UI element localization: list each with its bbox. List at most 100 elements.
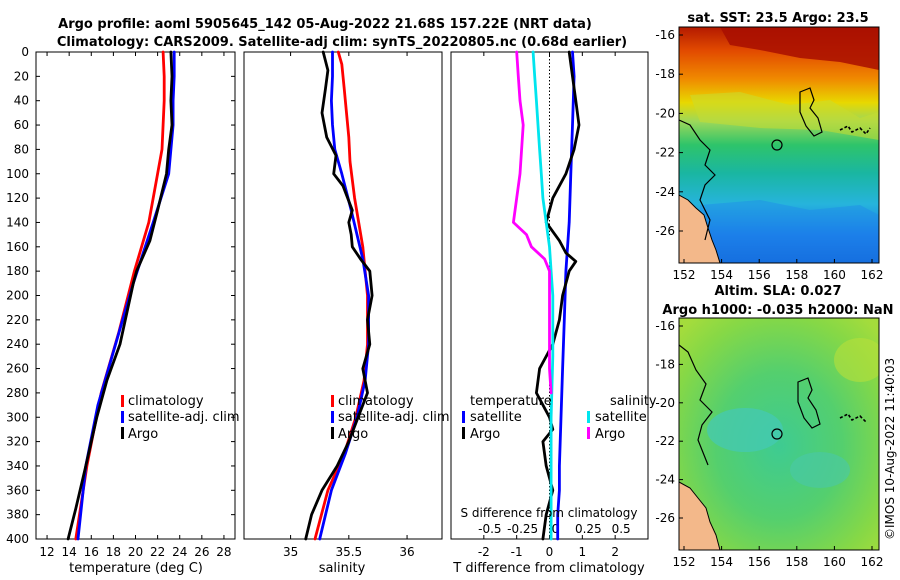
y-tick-label: 200 xyxy=(6,289,29,303)
map-x-tick-label: 152 xyxy=(673,268,696,282)
map-x-tick-label: 162 xyxy=(861,268,884,282)
series-line-t-argo xyxy=(535,50,581,541)
legend-label-argo: Argo xyxy=(128,427,158,442)
map-x-tick-label: 154 xyxy=(710,555,733,569)
legend-swatch-s-argo xyxy=(587,427,590,439)
legend-swatch-argo xyxy=(331,427,334,439)
sla-reef-contour xyxy=(797,377,821,429)
y-tick-label: 120 xyxy=(6,191,29,205)
difference-xlabel: T difference from climatology xyxy=(452,561,645,576)
legend-swatch-s-satellite xyxy=(587,411,590,423)
legend-swatch-satellite xyxy=(331,411,334,423)
sla-low-patch-2 xyxy=(790,452,850,488)
depth-tick-labels: 0 20 40 60 80 100 120 140 160 180 200 220 240 260 280 3… xyxy=(6,45,29,546)
y-tick-label: 320 xyxy=(6,435,29,449)
y-tick-label: 360 xyxy=(6,483,29,497)
series-line-argo xyxy=(66,50,174,541)
map-y-tick-label: -24 xyxy=(655,185,675,199)
legend-label-s-argo: Argo xyxy=(595,427,625,442)
x-tick-label: 35 xyxy=(283,545,298,559)
y-tick-label: 60 xyxy=(14,118,29,132)
sla-map-title-line2: Argo h1000: -0.035 h2000: NaN xyxy=(662,303,893,318)
difference-legend-salinity: salinity satellite Argo xyxy=(587,394,657,442)
sla-map xyxy=(679,318,879,550)
y-tick-label: 280 xyxy=(6,386,29,400)
sla-ridge-contour xyxy=(839,412,867,423)
y-tick-label: 220 xyxy=(6,313,29,327)
legend-label-satellite: satellite-adj. clim xyxy=(128,410,240,425)
sla-shelf-contour xyxy=(679,344,713,466)
sst-map-frame xyxy=(678,26,880,264)
sst-map-title: sat. SST: 23.5 Argo: 23.5 xyxy=(687,11,868,26)
figure-title-line2: Climatology: CARS2009. Satellite-adj cli… xyxy=(57,35,627,50)
legend-swatch-climatology xyxy=(121,395,124,407)
legend-label-argo: Argo xyxy=(338,427,368,442)
temperature-axes xyxy=(35,51,236,540)
x-tick-label: 35.5 xyxy=(335,545,362,559)
sla-map-frame xyxy=(678,317,880,551)
sst-shelf-contour xyxy=(679,119,716,241)
map-x-tick-label: 160 xyxy=(823,268,846,282)
sst-yellow-patch xyxy=(690,92,879,140)
timestamp: ©IMOS 10-Aug-2022 11:40:03 xyxy=(883,358,897,540)
x-tick-label: 1 xyxy=(579,545,587,559)
series-line-argo xyxy=(304,50,374,541)
sla-map-title-line1: Altim. SLA: 0.027 xyxy=(715,284,842,299)
legend-swatch-satellite xyxy=(121,411,124,423)
legend-label-t-argo: Argo xyxy=(470,427,500,442)
y-tick-label: 240 xyxy=(6,337,29,351)
map-y-tick-label: -24 xyxy=(655,473,675,487)
map-x-tick-label: 156 xyxy=(748,555,771,569)
series-line-s-argo xyxy=(512,50,553,395)
map-y-tick-label: -18 xyxy=(655,357,675,371)
y-tick-label: 80 xyxy=(14,142,29,156)
salinity-legend: climatology satellite-adj. clim Argo xyxy=(331,394,450,442)
sla-high-patch xyxy=(834,338,879,382)
sst-coastline-land xyxy=(679,194,721,263)
y-tick-label: 260 xyxy=(6,362,29,376)
x-top-tick-label: 0.25 xyxy=(575,522,602,536)
x-tick-label: 22 xyxy=(150,545,165,559)
y-tick-label: 300 xyxy=(6,410,29,424)
map-y-tick-label: -20 xyxy=(655,106,675,120)
sla-coastline-land xyxy=(679,481,721,550)
map-x-tick-label: 154 xyxy=(710,268,733,282)
x-tick-label: 16 xyxy=(84,545,99,559)
sla-low-patch xyxy=(707,408,783,452)
legend-label-climatology: climatology xyxy=(128,394,204,409)
salinity-xlabel: salinity xyxy=(319,561,366,576)
sla-map-ticks: 152 154 156 158 160 162 -16 -18 -20 -22 -24 -26 xyxy=(655,319,883,569)
map-y-tick-label: -26 xyxy=(655,224,675,238)
sst-field xyxy=(679,27,879,263)
x-top-tick-label: 0.5 xyxy=(612,522,631,536)
map-x-tick-label: 160 xyxy=(823,555,846,569)
sst-warm-patch xyxy=(720,27,879,70)
x-top-tick-label: -0.25 xyxy=(507,522,538,536)
figure-title-line1: Argo profile: aoml 5905645_142 05-Aug-20… xyxy=(58,17,592,32)
sst-ridge-contour xyxy=(839,124,871,136)
map-y-tick-label: -16 xyxy=(655,319,675,333)
legend-swatch-t-argo xyxy=(462,427,465,439)
difference-xlabel-top: S difference from climatology xyxy=(461,506,638,520)
x-tick-label: 18 xyxy=(106,545,121,559)
difference-legend-temperature: temperature satellite Argo xyxy=(462,394,552,442)
y-tick-label: 100 xyxy=(6,167,29,181)
x-tick-label: 28 xyxy=(216,545,231,559)
map-y-tick-label: -16 xyxy=(655,28,675,42)
legend-label-satellite: satellite-adj. clim xyxy=(338,410,450,425)
legend-label-s-satellite: satellite xyxy=(595,410,647,425)
map-y-tick-label: -22 xyxy=(655,146,675,160)
temperature-chart: 12 14 16 18 20 22 24 26 28 xyxy=(36,50,235,559)
map-x-tick-label: 152 xyxy=(673,555,696,569)
series-line-s-satellite xyxy=(531,50,555,541)
map-y-tick-label: -22 xyxy=(655,434,675,448)
legend-title-salinity: salinity xyxy=(610,394,657,409)
x-tick-label: 2 xyxy=(611,545,619,559)
temperature-xlabel: temperature (deg C) xyxy=(69,561,203,576)
x-tick-label: 26 xyxy=(194,545,209,559)
legend-swatch-climatology xyxy=(331,395,334,407)
y-tick-label: 340 xyxy=(6,459,29,473)
x-tick-label: 14 xyxy=(62,545,77,559)
sst-blue-patch xyxy=(700,200,879,263)
y-tick-label: 160 xyxy=(6,240,29,254)
